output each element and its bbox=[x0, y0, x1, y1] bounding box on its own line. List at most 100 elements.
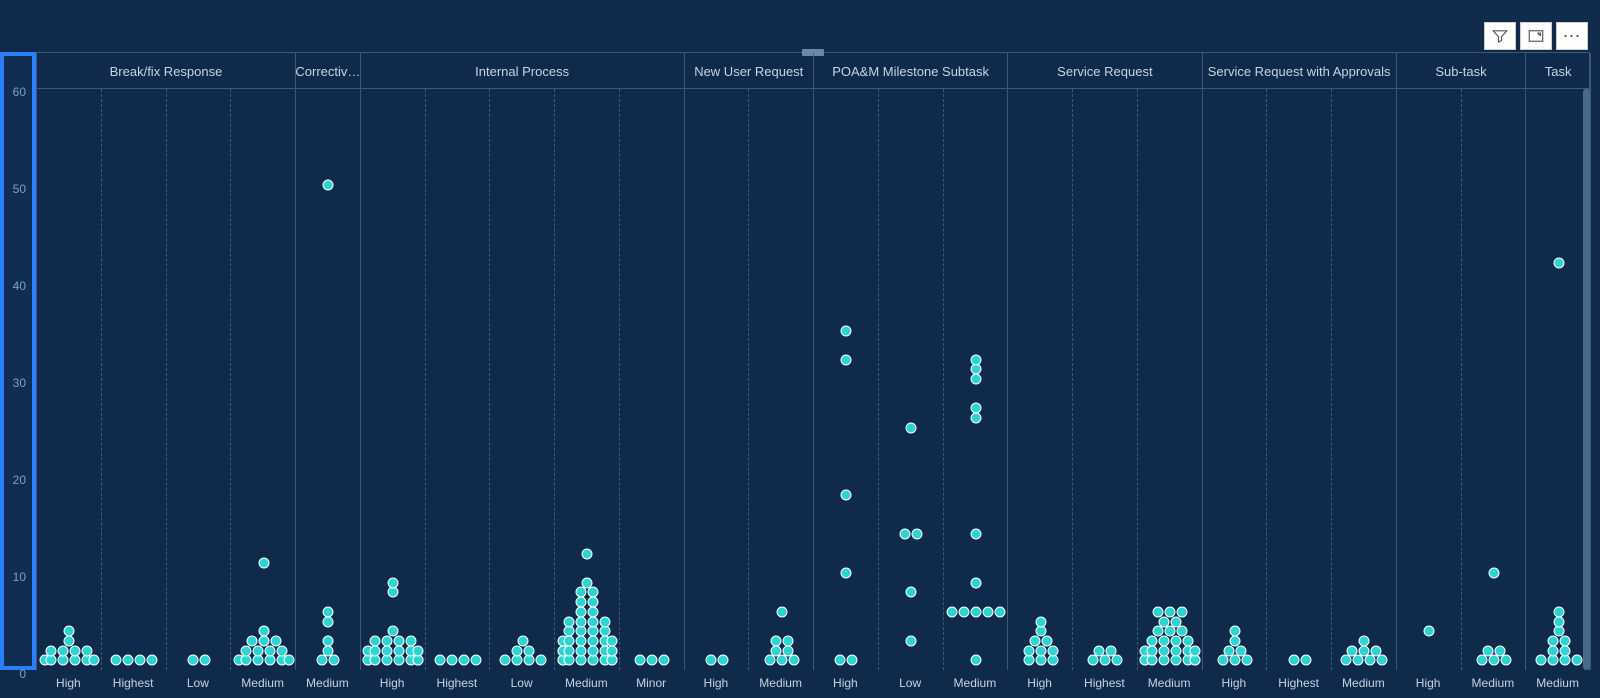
data-point[interactable] bbox=[1041, 635, 1052, 646]
data-point[interactable] bbox=[588, 587, 599, 598]
data-point[interactable] bbox=[1353, 655, 1364, 666]
data-point[interactable] bbox=[58, 655, 69, 666]
data-point[interactable] bbox=[776, 655, 787, 666]
data-point[interactable] bbox=[1159, 616, 1170, 627]
data-point[interactable] bbox=[470, 655, 481, 666]
data-point[interactable] bbox=[1559, 645, 1570, 656]
data-point[interactable] bbox=[70, 645, 81, 656]
data-point[interactable] bbox=[782, 645, 793, 656]
data-point[interactable] bbox=[1035, 616, 1046, 627]
data-point[interactable] bbox=[388, 587, 399, 598]
data-point[interactable] bbox=[1177, 606, 1188, 617]
data-point[interactable] bbox=[246, 635, 257, 646]
data-point[interactable] bbox=[1153, 606, 1164, 617]
data-point[interactable] bbox=[1047, 645, 1058, 656]
data-point[interactable] bbox=[1488, 655, 1499, 666]
data-point[interactable] bbox=[841, 325, 852, 336]
group-header[interactable]: Sub-task bbox=[1397, 53, 1527, 89]
data-point[interactable] bbox=[1559, 655, 1570, 666]
data-point[interactable] bbox=[970, 577, 981, 588]
data-point[interactable] bbox=[511, 655, 522, 666]
data-point[interactable] bbox=[1371, 645, 1382, 656]
data-point[interactable] bbox=[1482, 645, 1493, 656]
plot-area[interactable]: Break/fix ResponseCorrectiv…Internal Pro… bbox=[36, 52, 1590, 670]
group-header[interactable]: Internal Process bbox=[361, 53, 685, 89]
data-point[interactable] bbox=[264, 655, 275, 666]
data-point[interactable] bbox=[588, 616, 599, 627]
data-point[interactable] bbox=[64, 635, 75, 646]
data-point[interactable] bbox=[1165, 606, 1176, 617]
data-point[interactable] bbox=[1229, 655, 1240, 666]
group-header[interactable]: Task bbox=[1526, 53, 1591, 89]
data-point[interactable] bbox=[576, 606, 587, 617]
data-point[interactable] bbox=[841, 568, 852, 579]
data-point[interactable] bbox=[1190, 655, 1201, 666]
data-point[interactable] bbox=[564, 645, 575, 656]
data-point[interactable] bbox=[523, 645, 534, 656]
data-point[interactable] bbox=[394, 645, 405, 656]
data-point[interactable] bbox=[1300, 655, 1311, 666]
data-point[interactable] bbox=[1088, 655, 1099, 666]
data-point[interactable] bbox=[576, 645, 587, 656]
data-point[interactable] bbox=[1147, 635, 1158, 646]
data-point[interactable] bbox=[970, 403, 981, 414]
data-point[interactable] bbox=[1359, 635, 1370, 646]
data-point[interactable] bbox=[82, 645, 93, 656]
data-point[interactable] bbox=[847, 655, 858, 666]
group-header[interactable]: Correctiv… bbox=[296, 53, 361, 89]
data-point[interactable] bbox=[1377, 655, 1388, 666]
data-point[interactable] bbox=[240, 655, 251, 666]
data-point[interactable] bbox=[382, 655, 393, 666]
data-point[interactable] bbox=[1494, 645, 1505, 656]
group-header[interactable]: New User Request bbox=[685, 53, 815, 89]
data-point[interactable] bbox=[600, 616, 611, 627]
data-point[interactable] bbox=[1547, 645, 1558, 656]
data-point[interactable] bbox=[906, 422, 917, 433]
data-point[interactable] bbox=[1171, 616, 1182, 627]
data-point[interactable] bbox=[770, 645, 781, 656]
data-point[interactable] bbox=[511, 645, 522, 656]
data-point[interactable] bbox=[135, 655, 146, 666]
data-point[interactable] bbox=[1171, 635, 1182, 646]
data-point[interactable] bbox=[600, 626, 611, 637]
data-point[interactable] bbox=[970, 354, 981, 365]
data-point[interactable] bbox=[1547, 655, 1558, 666]
data-point[interactable] bbox=[970, 374, 981, 385]
data-point[interactable] bbox=[607, 645, 618, 656]
data-point[interactable] bbox=[705, 655, 716, 666]
data-point[interactable] bbox=[370, 645, 381, 656]
data-point[interactable] bbox=[499, 655, 510, 666]
data-point[interactable] bbox=[1112, 655, 1123, 666]
data-point[interactable] bbox=[835, 655, 846, 666]
more-options-button[interactable]: ⋯ bbox=[1556, 22, 1588, 50]
data-point[interactable] bbox=[1159, 635, 1170, 646]
data-point[interactable] bbox=[1094, 645, 1105, 656]
data-point[interactable] bbox=[1241, 655, 1252, 666]
data-point[interactable] bbox=[458, 655, 469, 666]
data-point[interactable] bbox=[576, 587, 587, 598]
data-point[interactable] bbox=[564, 655, 575, 666]
data-point[interactable] bbox=[1288, 655, 1299, 666]
data-point[interactable] bbox=[535, 655, 546, 666]
data-point[interactable] bbox=[607, 635, 618, 646]
data-point[interactable] bbox=[946, 606, 957, 617]
data-point[interactable] bbox=[199, 655, 210, 666]
data-point[interactable] bbox=[46, 645, 57, 656]
data-point[interactable] bbox=[588, 606, 599, 617]
data-point[interactable] bbox=[659, 655, 670, 666]
data-point[interactable] bbox=[1553, 616, 1564, 627]
data-point[interactable] bbox=[970, 606, 981, 617]
data-point[interactable] bbox=[382, 635, 393, 646]
data-point[interactable] bbox=[276, 645, 287, 656]
data-point[interactable] bbox=[1553, 606, 1564, 617]
data-point[interactable] bbox=[1177, 626, 1188, 637]
data-point[interactable] bbox=[1229, 626, 1240, 637]
data-point[interactable] bbox=[70, 655, 81, 666]
data-point[interactable] bbox=[564, 626, 575, 637]
data-point[interactable] bbox=[370, 635, 381, 646]
data-point[interactable] bbox=[240, 645, 251, 656]
data-point[interactable] bbox=[906, 635, 917, 646]
data-point[interactable] bbox=[434, 655, 445, 666]
data-point[interactable] bbox=[1547, 635, 1558, 646]
data-point[interactable] bbox=[523, 655, 534, 666]
